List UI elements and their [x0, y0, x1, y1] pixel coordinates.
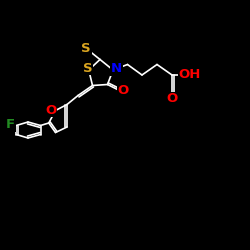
Text: O: O: [118, 84, 128, 96]
Text: O: O: [45, 104, 56, 117]
Text: OH: OH: [179, 68, 201, 81]
Text: S: S: [83, 62, 92, 74]
Text: O: O: [166, 92, 177, 106]
Text: N: N: [111, 62, 122, 75]
Text: S: S: [82, 42, 91, 55]
Text: F: F: [6, 118, 15, 132]
